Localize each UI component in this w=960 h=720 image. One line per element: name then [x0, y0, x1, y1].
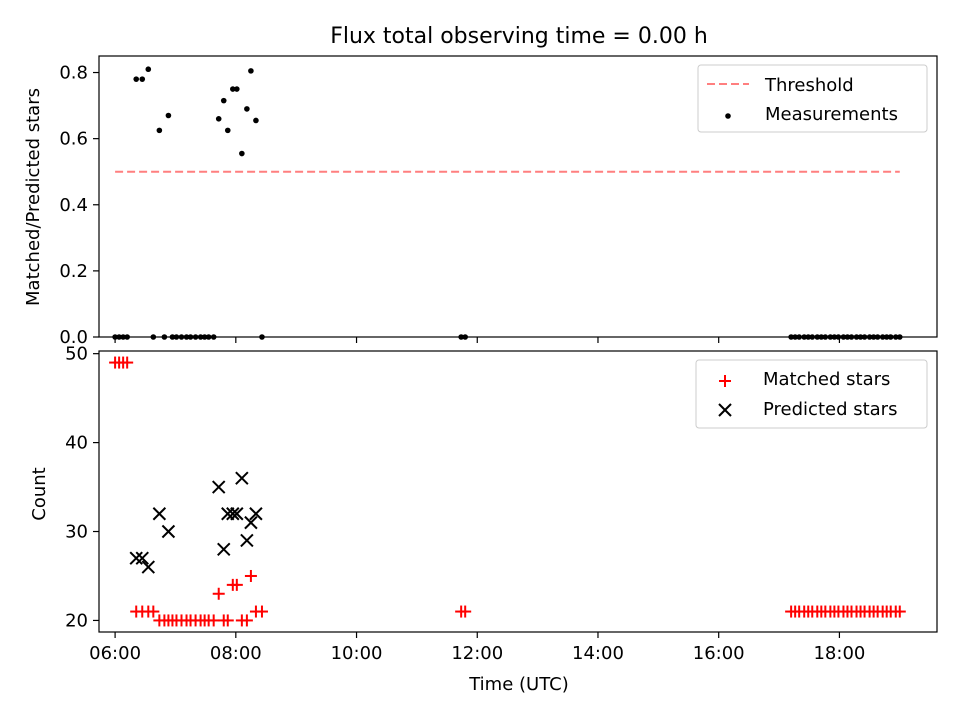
top-legend-box: [697, 64, 928, 133]
chart-title: Flux total observing time = 0.00 h: [330, 24, 708, 49]
top-y-tick-label: 0.2: [59, 261, 88, 282]
bottom-y-tick-label: 20: [65, 610, 88, 631]
predicted-stars-point: [240, 533, 254, 548]
measurement-point: [165, 112, 172, 119]
measurement-point: [253, 117, 259, 124]
predicted-stars-point: [249, 507, 263, 521]
matched-stars-point: [221, 614, 234, 627]
bottom-y-tick-label: 50: [65, 344, 88, 365]
matched-stars-point: [459, 605, 472, 618]
measurements-legend-label: Measurements: [765, 104, 898, 125]
bottom-legend-box: [695, 359, 928, 429]
matched-stars-point: [244, 569, 257, 582]
bottom-legend: Matched stars Predicted stars: [695, 359, 928, 429]
predicted-stars-point: [226, 507, 240, 521]
bottom-y-axis-label: Count: [29, 467, 50, 520]
matched-stars-point: [212, 587, 225, 600]
predicted-stars-point: [129, 551, 143, 565]
predicted-stars-point: [230, 507, 244, 521]
predicted-stars-legend-marker: [718, 403, 732, 417]
predicted-stars-legend-label: Predicted stars: [763, 399, 897, 420]
measurement-point: [248, 68, 254, 74]
top-y-tick-label: 0.4: [59, 195, 88, 216]
threshold-legend-label: Threshold: [764, 75, 854, 96]
top-y-axis-label: Matched/Predicted stars: [23, 88, 44, 306]
top-legend: Threshold Measurements: [697, 64, 928, 133]
measurement-point: [229, 86, 236, 92]
measurement-point: [215, 116, 222, 122]
measurement-point: [145, 66, 152, 73]
predicted-stars-point: [217, 542, 231, 557]
x-tick-label: 06:00: [89, 643, 141, 664]
predicted-stars-point: [135, 551, 149, 565]
measurement-point: [244, 106, 250, 112]
x-tick-label: 10:00: [331, 643, 383, 664]
measurement-point: [234, 86, 240, 92]
x-tick-label: 12:00: [451, 643, 503, 664]
predicted-stars-point: [161, 524, 176, 539]
predicted-stars-point: [141, 560, 156, 574]
measurement-point: [156, 127, 163, 134]
x-tick-label: 14:00: [572, 643, 624, 664]
predicted-stars-point: [152, 507, 167, 521]
matched-stars-point: [121, 356, 134, 369]
measurements-legend-marker: [725, 113, 731, 119]
matched-stars-point: [240, 614, 253, 627]
top-y-tick-label: 0.8: [59, 63, 88, 84]
matched-stars-point: [147, 605, 160, 618]
top-y-tick-label: 0.6: [59, 129, 88, 150]
x-tick-label: 08:00: [210, 643, 262, 664]
measurement-point: [239, 150, 245, 157]
bottom-plot-frame: [98, 350, 938, 633]
x-axis-label: Time (UTC): [468, 674, 569, 695]
top-panel: 0.00.20.40.60.8 Matched/Predicted stars …: [23, 55, 938, 348]
matched-stars-legend-marker: [719, 375, 731, 387]
measurement-point: [139, 76, 146, 82]
matched-stars-point: [255, 605, 268, 618]
measurement-point: [133, 76, 140, 82]
x-tick-label: 16:00: [693, 643, 745, 664]
matched-stars-point: [207, 614, 220, 627]
matched-stars-point: [230, 578, 243, 591]
top-y-tick-label: 0.0: [59, 327, 88, 348]
predicted-stars-point: [235, 471, 249, 485]
measurement-point: [220, 97, 227, 104]
top-plot-frame: [98, 55, 938, 338]
x-tick-label: 18:00: [813, 643, 865, 664]
bottom-y-tick-label: 40: [65, 433, 88, 454]
matched-stars-point: [893, 605, 906, 618]
bottom-panel: 06:00 08:00 10:00 12:00 14:00 16:00 18:00 20 30 4…: [29, 344, 938, 695]
measurement-point: [224, 127, 231, 134]
predicted-stars-point: [212, 480, 226, 494]
predicted-stars-point: [244, 515, 258, 530]
matched-stars-legend-label: Matched stars: [763, 369, 890, 390]
bottom-y-tick-label: 30: [65, 522, 88, 543]
